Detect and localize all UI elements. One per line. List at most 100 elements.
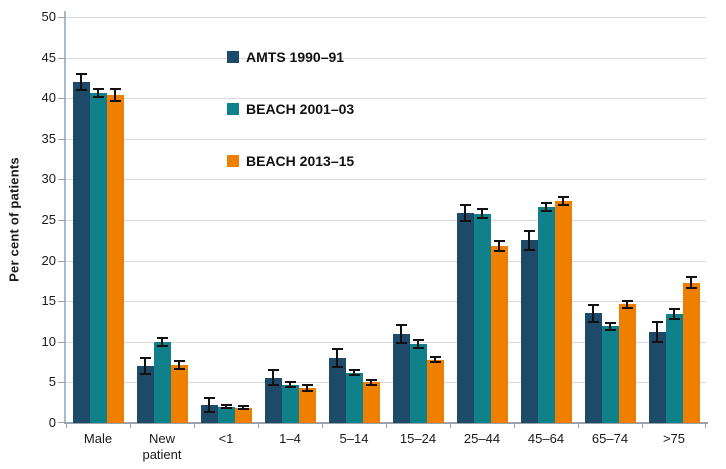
error-bar-cap bbox=[92, 96, 104, 99]
gridline bbox=[66, 260, 706, 262]
error-bar-cap bbox=[459, 203, 471, 206]
gridline bbox=[66, 179, 706, 181]
bar bbox=[200, 405, 218, 423]
error-bar bbox=[336, 349, 338, 367]
gridline bbox=[66, 138, 706, 140]
y-tick bbox=[58, 422, 65, 423]
error-bar-cap bbox=[237, 408, 249, 411]
error-bar-cap bbox=[685, 275, 697, 278]
error-bar-cap bbox=[109, 88, 121, 91]
error-bar-cap bbox=[429, 356, 441, 359]
bar bbox=[682, 282, 700, 423]
bar bbox=[537, 207, 555, 423]
error-bar-cap bbox=[587, 304, 599, 307]
error-bar-cap bbox=[203, 396, 215, 399]
x-tick bbox=[66, 423, 67, 428]
error-bar-cap bbox=[220, 407, 232, 410]
bar bbox=[153, 341, 171, 423]
error-bar-cap bbox=[173, 368, 185, 371]
bar bbox=[665, 314, 683, 423]
x-tick bbox=[514, 423, 515, 428]
error-bar-cap bbox=[284, 386, 296, 389]
error-bar-cap bbox=[459, 219, 471, 222]
x-tick bbox=[705, 423, 706, 428]
bar bbox=[584, 313, 602, 423]
error-bar-cap bbox=[493, 249, 505, 252]
error-bar-cap bbox=[476, 216, 488, 219]
error-bar bbox=[562, 197, 564, 206]
bar bbox=[392, 333, 410, 423]
error-bar bbox=[400, 324, 402, 343]
error-bar bbox=[626, 301, 628, 308]
error-bar bbox=[97, 89, 99, 98]
error-bar bbox=[656, 322, 658, 342]
y-tick bbox=[58, 17, 65, 18]
legend-item: BEACH 2001–03 bbox=[227, 99, 354, 119]
error-bar-cap bbox=[429, 361, 441, 364]
error-bar-cap bbox=[395, 323, 407, 326]
y-tick bbox=[58, 179, 65, 181]
x-tick bbox=[450, 423, 451, 428]
error-bar-cap bbox=[237, 404, 249, 407]
x-tick bbox=[386, 423, 387, 428]
error-bar-cap bbox=[604, 328, 616, 331]
error-bar-cap bbox=[668, 308, 680, 311]
error-bar-cap bbox=[220, 404, 232, 407]
legend-swatch bbox=[227, 103, 239, 115]
x-tick bbox=[194, 423, 195, 428]
error-bar bbox=[80, 73, 82, 91]
error-bar-cap bbox=[668, 318, 680, 321]
error-bar bbox=[481, 209, 483, 218]
x-tick bbox=[258, 423, 259, 428]
x-axis-label: 25–44 bbox=[463, 431, 501, 446]
legend-label: BEACH 2001–03 bbox=[246, 101, 355, 117]
error-bar-cap bbox=[587, 320, 599, 323]
y-axis-tick-label: 5 bbox=[48, 374, 56, 390]
bar bbox=[426, 359, 444, 423]
y-tick bbox=[58, 301, 65, 303]
error-bar bbox=[161, 337, 163, 346]
bar bbox=[409, 344, 427, 423]
error-bar bbox=[144, 358, 146, 375]
y-axis-tick-label: 35 bbox=[41, 130, 56, 146]
y-axis-tick-label: 50 bbox=[41, 9, 56, 24]
error-bar-cap bbox=[621, 306, 633, 309]
error-bar-cap bbox=[301, 383, 313, 386]
error-bar-cap bbox=[540, 201, 552, 204]
error-bar-cap bbox=[621, 300, 633, 303]
error-bar bbox=[272, 370, 274, 385]
y-axis-tick-label: 45 bbox=[41, 49, 56, 65]
error-bar-cap bbox=[523, 249, 535, 252]
error-bar-cap bbox=[139, 373, 151, 376]
y-tick bbox=[58, 382, 65, 384]
bar bbox=[136, 366, 154, 423]
error-bar bbox=[178, 361, 180, 370]
error-bar-cap bbox=[75, 72, 87, 75]
error-bar-cap bbox=[651, 321, 663, 324]
error-bar-cap bbox=[476, 208, 488, 211]
x-tick bbox=[642, 423, 643, 428]
x-axis-label: Male bbox=[83, 431, 113, 446]
y-axis-tick-label: 30 bbox=[41, 171, 56, 187]
error-bar-cap bbox=[348, 369, 360, 372]
bar bbox=[170, 365, 188, 423]
error-bar bbox=[498, 241, 500, 251]
error-bar-cap bbox=[284, 381, 296, 384]
y-axis-line bbox=[64, 11, 66, 424]
x-tick bbox=[130, 423, 131, 428]
y-axis-tick-label: 10 bbox=[41, 333, 56, 349]
bar bbox=[490, 245, 508, 423]
gridline bbox=[66, 341, 706, 343]
y-axis-tick-label: 40 bbox=[41, 90, 56, 106]
bar bbox=[106, 94, 124, 423]
error-bar-cap bbox=[395, 341, 407, 344]
legend-label: AMTS 1990–91 bbox=[246, 49, 345, 65]
x-axis-label: 5–14 bbox=[339, 431, 369, 446]
error-bar bbox=[690, 276, 692, 289]
y-axis-tick-label: 15 bbox=[41, 293, 56, 309]
bar bbox=[281, 384, 299, 423]
y-axis-tick-label: 20 bbox=[41, 252, 56, 268]
legend-label: BEACH 2013–15 bbox=[246, 153, 355, 169]
error-bar-cap bbox=[139, 357, 151, 360]
